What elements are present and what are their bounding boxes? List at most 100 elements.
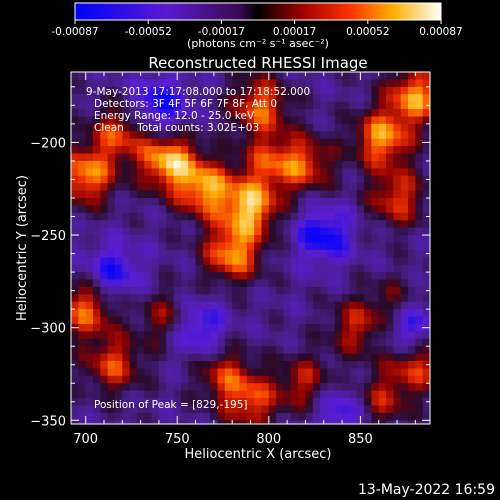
heatmap-cell xyxy=(290,212,299,221)
heatmap-cell xyxy=(202,264,211,273)
heatmap-cell xyxy=(400,301,409,310)
heatmap-cell xyxy=(144,375,153,384)
heatmap-cell xyxy=(78,197,87,206)
heatmap-cell xyxy=(415,212,424,221)
heatmap-cell xyxy=(415,205,424,214)
heatmap-cell xyxy=(349,175,358,184)
heatmap-cell xyxy=(136,257,145,266)
heatmap-cell xyxy=(78,405,87,414)
heatmap-cell xyxy=(180,146,189,155)
heatmap-cell xyxy=(239,390,248,399)
heatmap-cell xyxy=(188,294,197,303)
heatmap-cell xyxy=(78,309,87,318)
heatmap-cell xyxy=(246,323,255,332)
heatmap-cell xyxy=(188,86,197,95)
heatmap-cell xyxy=(122,146,131,155)
heatmap-cell xyxy=(386,264,394,273)
heatmap-cell xyxy=(254,242,263,251)
heatmap-cell xyxy=(166,131,175,140)
heatmap-cell xyxy=(122,323,131,332)
heatmap-cell xyxy=(210,249,219,258)
heatmap-cell xyxy=(71,346,79,355)
heatmap-cell xyxy=(180,160,189,169)
heatmap-cell xyxy=(210,235,219,244)
heatmap-cell xyxy=(283,398,292,407)
heatmap-cell xyxy=(422,153,430,162)
heatmap-cell xyxy=(254,220,263,229)
heatmap-cell xyxy=(210,146,219,155)
heatmap-cell xyxy=(298,323,307,332)
heatmap-cell xyxy=(136,301,145,310)
heatmap-cell xyxy=(85,257,94,266)
heatmap-cell xyxy=(422,375,430,384)
heatmap-cell xyxy=(386,138,394,147)
heatmap-cell xyxy=(298,131,307,140)
heatmap-cell xyxy=(356,383,365,392)
heatmap-cell xyxy=(246,131,255,140)
colorbar-ticks: -0.00087 -0.00052 -0.00017 0.00017 0.00052 0.… xyxy=(51,20,463,38)
heatmap-cell xyxy=(180,227,189,236)
heatmap-cell xyxy=(210,183,219,192)
heatmap-cell xyxy=(268,368,277,377)
heatmap-cell xyxy=(305,101,314,110)
heatmap-cell xyxy=(254,153,263,162)
heatmap-cell xyxy=(400,338,409,347)
heatmap-cell xyxy=(312,235,321,244)
heatmap-cell xyxy=(158,72,167,81)
heatmap-cell xyxy=(202,368,211,377)
heatmap-cell xyxy=(334,220,343,229)
heatmap-cell xyxy=(151,123,160,132)
heatmap-cell xyxy=(400,264,409,273)
heatmap-cell xyxy=(312,279,321,288)
heatmap-cell xyxy=(334,331,343,340)
heatmap-cell xyxy=(327,257,336,266)
heatmap-cell xyxy=(386,116,394,125)
heatmap-cell xyxy=(393,338,402,347)
heatmap-cell xyxy=(400,331,409,340)
heatmap-cell xyxy=(85,301,94,310)
heatmap-cell xyxy=(107,361,116,370)
heatmap-cell xyxy=(246,316,255,325)
heatmap-cell xyxy=(100,257,109,266)
heatmap-cell xyxy=(334,235,343,244)
heatmap-cell xyxy=(415,131,424,140)
heatmap-cell xyxy=(305,383,314,392)
heatmap-cell xyxy=(298,220,307,229)
heatmap-cell xyxy=(78,190,87,199)
heatmap-cell xyxy=(136,390,145,399)
heatmap-cell xyxy=(408,286,416,295)
heatmap-cell xyxy=(232,257,241,266)
heatmap-cell xyxy=(290,235,299,244)
heatmap-cell xyxy=(364,412,372,421)
heatmap-cell xyxy=(320,368,329,377)
heatmap-cell xyxy=(334,257,343,266)
heatmap-cell xyxy=(246,220,255,229)
heatmap-cell xyxy=(136,405,145,414)
heatmap-cell xyxy=(408,116,416,125)
heatmap-cell xyxy=(298,146,307,155)
heatmap-cell xyxy=(100,301,109,310)
heatmap-cell xyxy=(261,168,270,177)
heatmap-cell xyxy=(195,249,204,258)
heatmap-cell xyxy=(151,368,160,377)
heatmap-cell xyxy=(334,368,343,377)
heatmap-cell xyxy=(246,94,255,103)
heatmap-cell xyxy=(107,79,116,88)
heatmap-cell xyxy=(144,242,153,251)
heatmap-cell xyxy=(210,131,219,140)
heatmap-cell xyxy=(173,101,182,110)
heatmap-cell xyxy=(356,286,365,295)
heatmap-cell xyxy=(342,272,351,281)
heatmap-cell xyxy=(268,227,277,236)
heatmap-cell xyxy=(232,94,241,103)
heatmap-cell xyxy=(71,272,79,281)
heatmap-cell xyxy=(334,398,343,407)
heatmap-cell xyxy=(239,294,248,303)
heatmap-cell xyxy=(268,279,277,288)
heatmap-cell xyxy=(327,368,336,377)
heatmap-cell xyxy=(107,346,116,355)
heatmap-cell xyxy=(254,301,263,310)
heatmap-cell xyxy=(356,109,365,118)
heatmap-cell xyxy=(298,412,307,421)
heatmap-cell xyxy=(386,257,394,266)
